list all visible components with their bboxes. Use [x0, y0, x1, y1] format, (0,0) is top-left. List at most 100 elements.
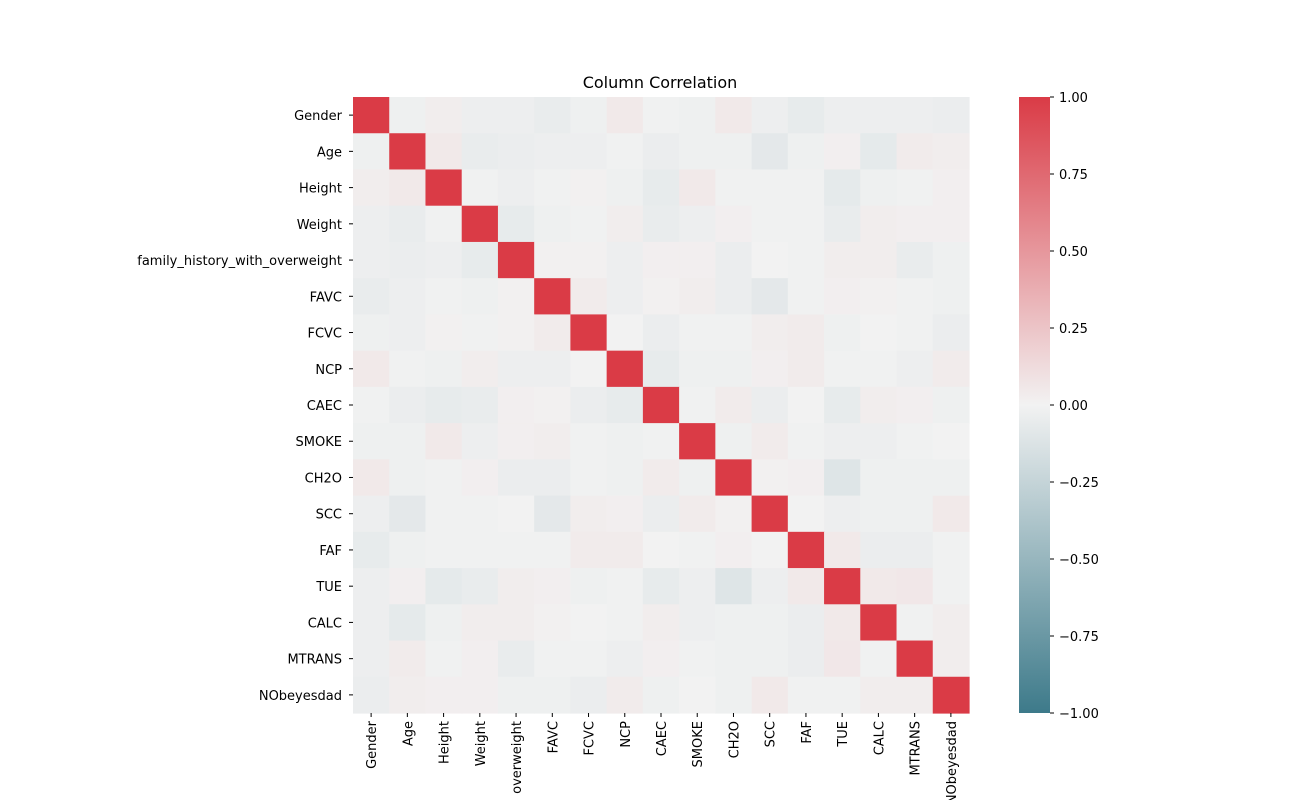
heatmap-cell: [896, 205, 934, 243]
heatmap-cell: [534, 676, 572, 714]
heatmap-cell: [389, 604, 427, 642]
heatmap-cell: [715, 423, 753, 460]
row-label: Height: [299, 182, 342, 197]
heatmap-cell: [896, 568, 934, 605]
heatmap-cell: [497, 495, 535, 533]
heatmap-cell: [461, 97, 499, 134]
heatmap-cell: [389, 386, 427, 424]
heatmap-cell: [461, 568, 499, 605]
row-label: CH2O: [305, 471, 342, 486]
column-label: CH2O: [727, 721, 742, 758]
heatmap-cell: [461, 169, 499, 207]
column-label: Age: [401, 721, 416, 746]
heatmap-cell: [751, 350, 789, 388]
heatmap-cell: [534, 568, 572, 605]
heatmap-cell: [534, 604, 572, 642]
heatmap-cell: [497, 169, 535, 207]
heatmap-cell: [570, 278, 608, 316]
heatmap-cell: [389, 314, 427, 352]
heatmap-cell: [715, 386, 753, 424]
heatmap-cell: [896, 97, 934, 134]
heatmap-cell: [860, 423, 898, 460]
heatmap-cell: [860, 531, 898, 569]
heatmap-cell: [425, 97, 463, 134]
heatmap-cell: [353, 205, 390, 243]
heatmap-cell: [425, 423, 463, 460]
heatmap-cell: [642, 459, 680, 497]
column-label: SCC: [764, 721, 779, 747]
heatmap-cell: [606, 97, 644, 134]
column-label: NCP: [619, 721, 634, 748]
heatmap-cell: [461, 133, 499, 171]
heatmap-cell: [642, 531, 680, 569]
heatmap-cell: [425, 676, 463, 714]
heatmap-cell: [860, 495, 898, 533]
heatmap-cell: [461, 205, 499, 243]
heatmap-cell: [932, 205, 970, 243]
heatmap-cell: [606, 241, 644, 279]
heatmap-cell: [606, 676, 644, 714]
heatmap-cell: [896, 386, 934, 424]
heatmap-cell: [534, 169, 572, 207]
heatmap-cell: [824, 169, 861, 207]
heatmap-cell: [932, 241, 970, 279]
heatmap-cell: [425, 314, 463, 352]
heatmap-cell: [751, 640, 789, 678]
row-label: SCC: [316, 508, 342, 523]
heatmap-cell: [860, 241, 898, 279]
heatmap-cell: [787, 531, 825, 569]
heatmap-cell: [860, 386, 898, 424]
heatmap-cell: [534, 423, 572, 460]
heatmap-cell: [534, 495, 572, 533]
heatmap-cell: [860, 459, 898, 497]
heatmap-cell: [679, 133, 716, 171]
heatmap-cell: [751, 278, 789, 316]
heatmap-cell: [679, 386, 716, 424]
heatmap-cell: [606, 386, 644, 424]
row-label: Weight: [297, 218, 342, 233]
heatmap-cell: [353, 169, 390, 207]
heatmap-cell: [642, 640, 680, 678]
heatmap-cell: [389, 459, 427, 497]
heatmap-cell: [679, 350, 716, 388]
heatmap-cell: [570, 205, 608, 243]
heatmap-cell: [751, 97, 789, 134]
heatmap-cell: [425, 205, 463, 243]
heatmap-cell: [860, 169, 898, 207]
heatmap-cell: [534, 241, 572, 279]
row-label: MTRANS: [287, 653, 342, 668]
heatmap-cell: [642, 676, 680, 714]
heatmap-cell: [461, 495, 499, 533]
heatmap-cell: [932, 169, 970, 207]
heatmap-cell: [642, 205, 680, 243]
colorbar-tick-label: 0.00: [1059, 399, 1088, 414]
heatmap-cell: [642, 133, 680, 171]
heatmap-cell: [896, 604, 934, 642]
heatmap-cell: [389, 676, 427, 714]
heatmap-cell: [497, 531, 535, 569]
heatmap-cell: [715, 241, 753, 279]
heatmap-cell: [679, 169, 716, 207]
heatmap-cell: [570, 531, 608, 569]
heatmap-cell: [896, 350, 934, 388]
heatmap-cell: [425, 241, 463, 279]
heatmap-cell: [389, 205, 427, 243]
heatmap-cell: [425, 604, 463, 642]
heatmap-cell: [353, 640, 390, 678]
heatmap-cell: [425, 459, 463, 497]
heatmap-cell: [751, 531, 789, 569]
heatmap-cell: [896, 314, 934, 352]
column-labels: Gender Age Height Weight overweight FAVC FCVC N…: [365, 713, 960, 800]
heatmap-cell: [787, 350, 825, 388]
heatmap-cell: [679, 97, 716, 134]
heatmap-cell: [860, 350, 898, 388]
row-labels: Gender Age Height Weight family_history_with…: [137, 109, 353, 704]
heatmap-cell: [751, 386, 789, 424]
heatmap-cell: [425, 640, 463, 678]
heatmap-cell: [751, 205, 789, 243]
column-label: Weight: [474, 721, 489, 766]
heatmap-cell: [932, 133, 970, 171]
heatmap-cell: [570, 423, 608, 460]
row-label: TUE: [315, 580, 342, 595]
